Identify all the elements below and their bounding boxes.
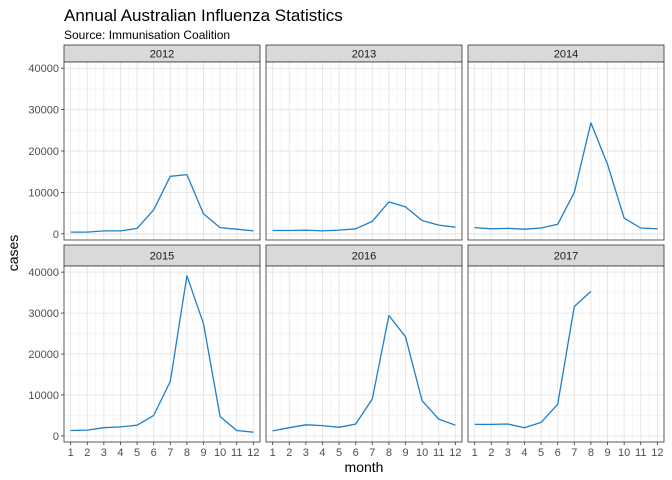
y-tick-label: 0 [53,431,59,443]
series-line-2017 [474,290,592,429]
x-tick-label: 3 [303,447,309,459]
x-tick-label: 11 [635,447,646,459]
facet-panel-2013: 2013 [265,44,463,241]
x-tick-label: 12 [449,447,461,459]
y-tick-label: 20000 [28,349,59,361]
x-tick-label: 10 [214,447,226,459]
series-line-2014 [474,122,658,230]
x-tick-label: 7 [167,447,173,459]
x-tick-label: 4 [319,447,325,459]
facet-panel-2012: 2012 0 10000 20000 30000 40000 [28,44,261,241]
x-tick-label: 1 [68,447,74,459]
chart-title: Annual Australian Influenza Statistics [64,6,343,25]
x-tick-label: 1 [270,447,276,459]
x-tick-label: 6 [555,447,561,459]
x-tick-label: 8 [184,447,190,459]
x-tick-label: 3 [505,447,511,459]
x-tick-label: 12 [247,447,259,459]
x-tick-label: 4 [521,447,527,459]
x-tick-label: 2 [488,447,494,459]
x-tick-label: 9 [604,447,610,459]
facet-strip-label: 2013 [352,49,376,61]
facet-strip-label: 2014 [554,49,578,61]
x-tick-label: 10 [416,447,428,459]
y-tick-label: 30000 [28,105,59,117]
x-tick-label: 12 [651,447,663,459]
x-tick-label: 5 [336,447,342,459]
x-tick-label: 6 [151,447,157,459]
x-tick-label: 7 [571,447,577,459]
facet-strip-label: 2012 [150,49,174,61]
x-tick-label: 7 [369,447,375,459]
y-tick-label: 40000 [28,63,59,75]
x-tick-label: 3 [101,447,107,459]
panel-border [265,265,463,443]
facet-panel-2014: 2014 [467,44,665,241]
x-tick-label: 6 [353,447,359,459]
facet-strip-label: 2015 [150,251,174,263]
x-tick-label: 2 [286,447,292,459]
x-tick-label: 9 [200,447,206,459]
y-tick-label: 40000 [28,267,59,279]
x-tick-label: 11 [433,447,444,459]
x-tick-label: 8 [386,447,392,459]
x-tick-label: 5 [538,447,544,459]
y-axis-title: cases [5,235,21,272]
panel-border [265,61,463,241]
x-tick-label: 4 [117,447,123,459]
y-tick-label: 0 [53,229,59,241]
series-line-2013 [272,201,456,232]
x-tick-label: 10 [618,447,630,459]
x-axis-title: month [345,459,384,475]
x-tick-label: 11 [231,447,242,459]
series-line-2015 [70,275,254,433]
facet-panels: 2012 0 10000 20000 30000 40000 2013 2014 2015 0 10… [28,44,665,459]
x-tick-label: 5 [134,447,140,459]
series-line-2016 [272,314,456,432]
y-tick-label: 10000 [28,187,59,199]
x-tick-label: 8 [588,447,594,459]
facet-strip-label: 2017 [554,251,578,263]
x-tick-label: 9 [402,447,408,459]
x-tick-label: 1 [472,447,478,459]
facet-strip-label: 2016 [352,251,376,263]
chart-subtitle: Source: Immunisation Coalition [64,28,230,42]
x-tick-label: 2 [84,447,90,459]
y-tick-label: 10000 [28,390,59,402]
panel-border [467,61,665,241]
y-tick-label: 20000 [28,146,59,158]
panel-border [467,265,665,443]
series-line-2012 [70,173,254,233]
y-tick-label: 30000 [28,308,59,320]
